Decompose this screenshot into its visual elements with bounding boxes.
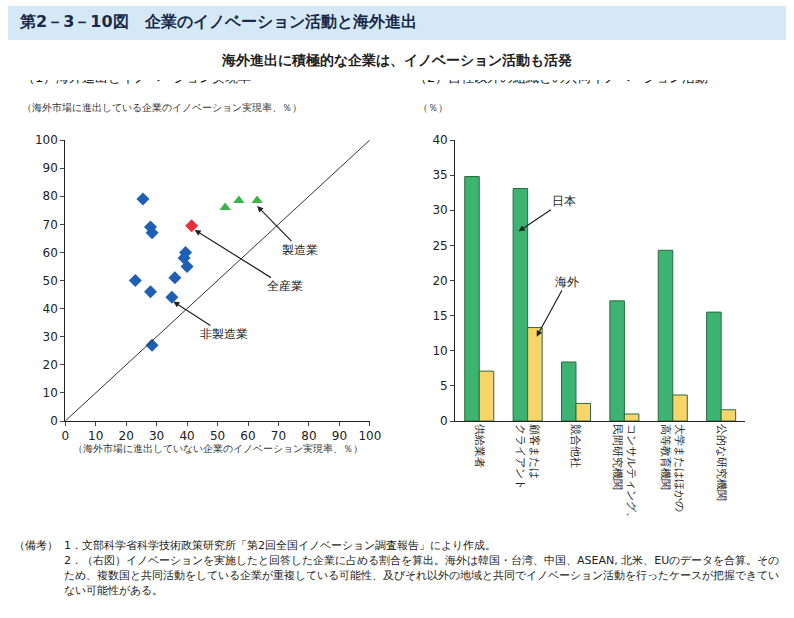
svg-text:（海外市場に進出していない企業のイノベーション実現率、％）: （海外市場に進出していない企業のイノベーション実現率、％）: [73, 443, 363, 454]
svg-text:（2）自社以外の組織との共同イノベーション活動: （2）自社以外の組織との共同イノベーション活動: [414, 80, 708, 85]
svg-text:0: 0: [440, 414, 448, 428]
svg-text:（海外市場に進出している企業のイノベーション実現率、％）: （海外市場に進出している企業のイノベーション実現率、％）: [22, 102, 302, 113]
svg-text:50: 50: [43, 274, 58, 288]
svg-text:90: 90: [43, 161, 58, 175]
svg-text:5: 5: [440, 379, 448, 393]
svg-text:100: 100: [358, 429, 381, 443]
svg-text:40: 40: [432, 133, 447, 147]
svg-text:15: 15: [432, 309, 447, 323]
svg-text:0: 0: [61, 429, 69, 443]
svg-text:製造業: 製造業: [282, 243, 318, 257]
svg-text:日本: 日本: [552, 194, 576, 208]
svg-text:50: 50: [210, 429, 225, 443]
svg-text:10: 10: [88, 429, 103, 443]
svg-text:20: 20: [432, 274, 447, 288]
svg-text:30: 30: [43, 330, 58, 344]
svg-text:10: 10: [432, 344, 447, 358]
svg-text:40: 40: [179, 429, 194, 443]
svg-text:10: 10: [43, 386, 58, 400]
svg-text:（1）海外進出とイノベーション実現率: （1）海外進出とイノベーション実現率: [22, 80, 251, 85]
svg-text:コンサルティング、民間研究機関: コンサルティング、民間研究機関: [611, 424, 638, 523]
svg-text:非製造業: 非製造業: [200, 327, 248, 341]
svg-text:30: 30: [149, 429, 164, 443]
html-text:第2－3－10図 企業のイノベーション活動と海外進出: 第2－3－10図 企業のイノベーション活動と海外進出: [20, 12, 417, 31]
html-text:（備考）: （備考）: [14, 539, 58, 552]
svg-text:20: 20: [43, 358, 58, 372]
svg-text:100: 100: [35, 133, 58, 147]
svg-text:大学またはほかの高等教育機関: 大学またはほかの高等教育機関: [659, 424, 686, 512]
svg-text:35: 35: [432, 168, 447, 182]
svg-text:顧客またはクライアント: 顧客またはクライアント: [514, 424, 541, 490]
svg-text:80: 80: [43, 189, 58, 203]
svg-text:60: 60: [43, 246, 58, 260]
svg-text:25: 25: [432, 239, 447, 253]
svg-text:（％）: （％）: [418, 102, 448, 113]
svg-text:70: 70: [43, 218, 58, 232]
svg-text:80: 80: [301, 429, 316, 443]
svg-text:海外: 海外: [555, 275, 579, 289]
html-text:1．文部科学省科学技術政策研究所「第2回全国イノベーション調: 1．文部科学省科学技術政策研究所「第2回全国イノベーション調査報告」により作成。: [64, 539, 496, 552]
svg-text:70: 70: [271, 429, 286, 443]
html-text:海外進出に積極的な企業は、イノベーション活動も活発: 海外進出に積極的な企業は、イノベーション活動も活発: [222, 52, 572, 68]
svg-text:公的な研究機関: 公的な研究機関: [715, 424, 728, 501]
svg-text:20: 20: [119, 429, 134, 443]
svg-text:30: 30: [432, 203, 447, 217]
svg-text:供給業者: 供給業者: [473, 424, 486, 468]
html-text:2．（右図）イノベーションを実施したと回答した企業に占める割: 2．（右図）イノベーションを実施したと回答した企業に占める割合を算出。海外は韓国…: [64, 554, 780, 597]
svg-text:40: 40: [43, 302, 58, 316]
svg-text:60: 60: [240, 429, 255, 443]
svg-text:全産業: 全産業: [267, 279, 303, 293]
svg-text:競合他社: 競合他社: [569, 424, 582, 468]
svg-text:90: 90: [332, 429, 347, 443]
svg-text:0: 0: [50, 414, 58, 428]
